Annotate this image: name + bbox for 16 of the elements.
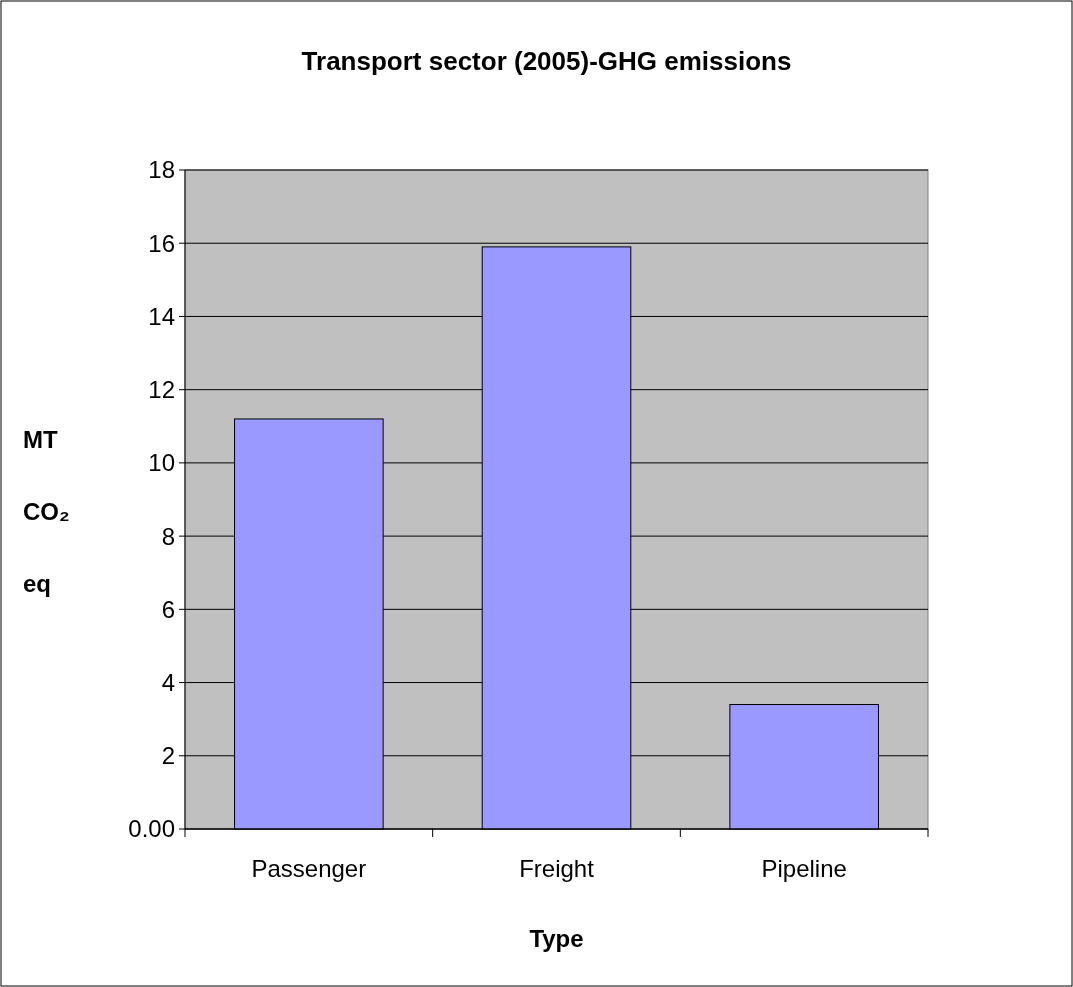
y-tick-label: 6 bbox=[161, 595, 175, 623]
text: MT CO₂ eq bbox=[23, 426, 70, 597]
y-tick-label: 0.00 bbox=[128, 815, 175, 843]
y-tick-label: 18 bbox=[148, 156, 175, 184]
y-tick-label: 2 bbox=[161, 742, 175, 770]
y-tick-label: 4 bbox=[161, 668, 175, 696]
y-tick-label: 14 bbox=[148, 302, 175, 330]
x-tick-label: Pipeline bbox=[761, 855, 847, 882]
x-tick-label: Passenger bbox=[251, 855, 367, 882]
y-tick-label: 10 bbox=[148, 449, 175, 477]
x-axis-title: Type bbox=[529, 925, 584, 952]
y-tick-label: 16 bbox=[148, 229, 175, 257]
y-tick-label: 12 bbox=[148, 376, 175, 404]
y-tick-label: 8 bbox=[161, 522, 175, 550]
x-tick-label: Freight bbox=[519, 855, 595, 882]
chart-title: Transport sector (2005)-GHG emissions bbox=[301, 46, 792, 76]
